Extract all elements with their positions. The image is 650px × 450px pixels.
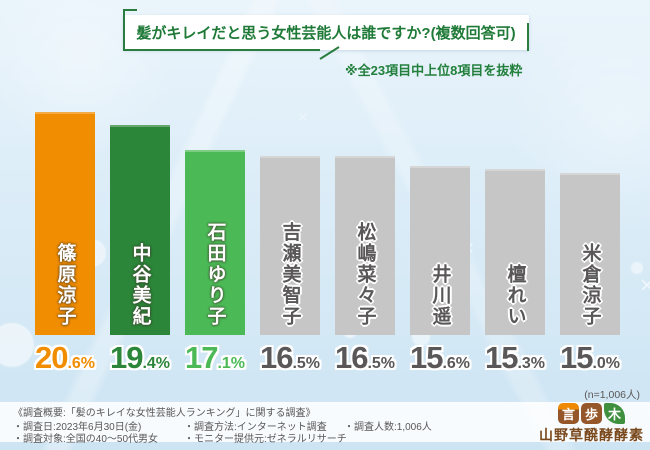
survey-method: ・調査方法:インターネット調査 <box>184 422 327 433</box>
bar-label: 中谷美紀 <box>129 243 151 327</box>
bar-label: 吉瀬美智子 <box>279 222 301 327</box>
brand-logo-text: 山野草醗酵酵素 <box>539 427 644 443</box>
bar-value-frac: .5% <box>367 355 396 372</box>
bar-value-frac: .6% <box>442 355 471 372</box>
bar-value: 16.5% <box>252 335 328 376</box>
bar-column: 吉瀬美智子 16.5% <box>260 100 320 375</box>
chart-title-box: 髪がキレイだと思う女性芸能人は誰ですか?(複数回答可) <box>123 15 529 50</box>
bar-value-frac: .0% <box>592 355 621 372</box>
bar-value-frac: .5% <box>292 355 321 372</box>
bar-value-int: 15 <box>484 340 518 375</box>
bar: 米倉涼子 <box>560 173 620 335</box>
bar: 松嶋菜々子 <box>335 156 395 335</box>
chart-title: 髪がキレイだと思う女性芸能人は誰ですか?(複数回答可) <box>136 25 516 42</box>
logo-ho-icon: 歩 <box>581 403 602 424</box>
bar-chart: 篠原涼子 20.6% 中谷美紀 19.4% 石田ゆり子 17.1% 吉瀬美智子 … <box>35 100 620 375</box>
bar-label: 篠原涼子 <box>54 243 76 327</box>
bar: 井川遥 <box>410 166 470 335</box>
logo-leaf-icon: 木 <box>604 403 625 424</box>
bar: 石田ゆり子 <box>185 150 245 335</box>
bar-label: 檀れい <box>504 264 526 327</box>
bar-value: 20.6% <box>27 335 103 376</box>
bar-value-int: 19 <box>109 340 143 375</box>
survey-footer: 《調査概要:「髪のキレイな女性芸能人ランキング」に関する調査》 ・調査日:202… <box>0 402 650 445</box>
survey-overview: 《調査概要:「髪のキレイな女性芸能人ランキング」に関する調査》 <box>13 408 316 419</box>
bar-value: 17.1% <box>177 335 253 376</box>
bar-label: 松嶋菜々子 <box>354 222 376 327</box>
logo-gen-icon: 言 <box>558 403 579 424</box>
bar-column: 松嶋菜々子 16.5% <box>335 100 395 375</box>
survey-date: ・調査日:2023年6月30日(金) <box>13 422 142 433</box>
sparkle-icon <box>637 275 650 295</box>
bar: 中谷美紀 <box>110 125 170 335</box>
bar-value-frac: .6% <box>67 355 96 372</box>
bar-label: 井川遥 <box>429 264 451 327</box>
bar-value-frac: .3% <box>517 355 546 372</box>
bar-value-int: 16 <box>334 340 368 375</box>
bar-value-int: 17 <box>184 340 218 375</box>
brand-logo: 言 歩 木 山野草醗酵酵素 <box>539 403 644 445</box>
sample-size-note: (n=1,006人) <box>584 389 640 401</box>
survey-monitor: ・モニター提供元:ゼネラルリサーチ <box>184 434 347 445</box>
bar-value-frac: .4% <box>142 355 171 372</box>
bar-value-int: 16 <box>259 340 293 375</box>
brand-logo-icons: 言 歩 木 <box>558 403 625 424</box>
survey-target: ・調査対象:全国の40〜50代男女 <box>13 434 159 445</box>
bar-value-int: 15 <box>559 340 593 375</box>
bar-column: 石田ゆり子 17.1% <box>185 100 245 375</box>
bar-column: 井川遥 15.6% <box>410 100 470 375</box>
bar-value-int: 20 <box>34 340 68 375</box>
survey-count: ・調査人数:1,006人 <box>344 422 432 433</box>
bar-column: 檀れい 15.3% <box>485 100 545 375</box>
bar-value-int: 15 <box>409 340 443 375</box>
bar: 吉瀬美智子 <box>260 156 320 335</box>
bar-value: 15.6% <box>402 335 478 376</box>
chart-note: ※全23項目中上位8項目を抜粋 <box>345 63 523 78</box>
bar-value: 15.3% <box>477 335 553 376</box>
bar-column: 中谷美紀 19.4% <box>110 100 170 375</box>
bar-column: 米倉涼子 15.0% <box>560 100 620 375</box>
bar-column: 篠原涼子 20.6% <box>35 100 95 375</box>
bar-value: 15.0% <box>552 335 628 376</box>
bar-value: 16.5% <box>327 335 403 376</box>
bar-value-frac: .1% <box>217 355 246 372</box>
bar: 檀れい <box>485 169 545 335</box>
bar: 篠原涼子 <box>35 112 95 335</box>
bar-label: 石田ゆり子 <box>204 222 226 327</box>
bar-value: 19.4% <box>102 335 178 376</box>
bar-label: 米倉涼子 <box>579 243 601 327</box>
